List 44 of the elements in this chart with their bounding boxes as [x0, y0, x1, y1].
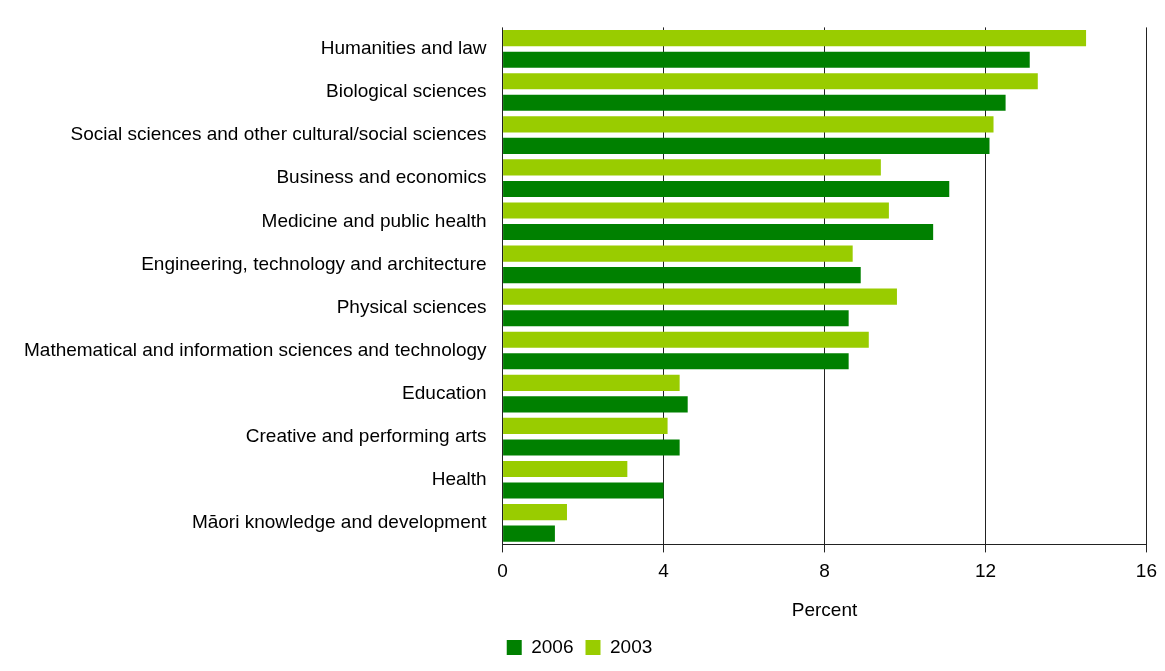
bar: [503, 223, 934, 241]
bar: [503, 94, 1006, 111]
y-tick-label: Māori knowledge and development: [191, 511, 488, 533]
bar: [503, 310, 849, 327]
bar: [503, 180, 950, 198]
y-tick-label: Medicine and public health: [261, 209, 487, 231]
bar: [503, 417, 668, 434]
bar: [503, 396, 688, 413]
bar: [503, 30, 1087, 47]
y-tick-label: Social sciences and other cultural/social sciences: [70, 123, 487, 145]
x-tick-label: 4: [658, 560, 670, 582]
bar: [503, 504, 567, 521]
bar: [503, 267, 861, 284]
bar: [503, 482, 664, 499]
x-tick-label: 12: [974, 560, 997, 582]
bar: [503, 159, 881, 176]
y-tick-label: Humanities and law: [320, 37, 487, 59]
y-tick-label: Business and economics: [276, 166, 487, 188]
legend-label: 2006: [531, 635, 574, 657]
x-tick-label: 16: [1135, 560, 1157, 582]
bar: [503, 51, 1030, 68]
y-tick-label: Physical sciences: [336, 295, 487, 317]
bar: [503, 439, 680, 456]
bar: [503, 116, 994, 133]
x-tick-label: 8: [819, 560, 830, 582]
x-tick-label: 0: [497, 560, 508, 582]
y-tick-label: Biological sciences: [326, 80, 487, 102]
bar: [503, 202, 889, 219]
y-tick-label: Engineering, technology and architecture: [141, 252, 487, 274]
bar: [503, 137, 990, 154]
bar: [503, 331, 869, 348]
bar: [503, 288, 897, 305]
bar: [503, 525, 555, 542]
bar: [503, 245, 853, 262]
bar: [503, 460, 628, 478]
y-tick-label: Creative and performing arts: [245, 424, 487, 446]
bar: [503, 353, 849, 370]
y-tick-label: Education: [402, 381, 487, 403]
legend-label: 2003: [610, 635, 653, 657]
bar: [503, 73, 1038, 90]
y-tick-label: Mathematical and information sciences and technology: [23, 338, 488, 360]
bar: [503, 374, 680, 391]
y-tick-label: Health: [431, 468, 487, 490]
x-axis-title: Percent: [791, 598, 858, 620]
